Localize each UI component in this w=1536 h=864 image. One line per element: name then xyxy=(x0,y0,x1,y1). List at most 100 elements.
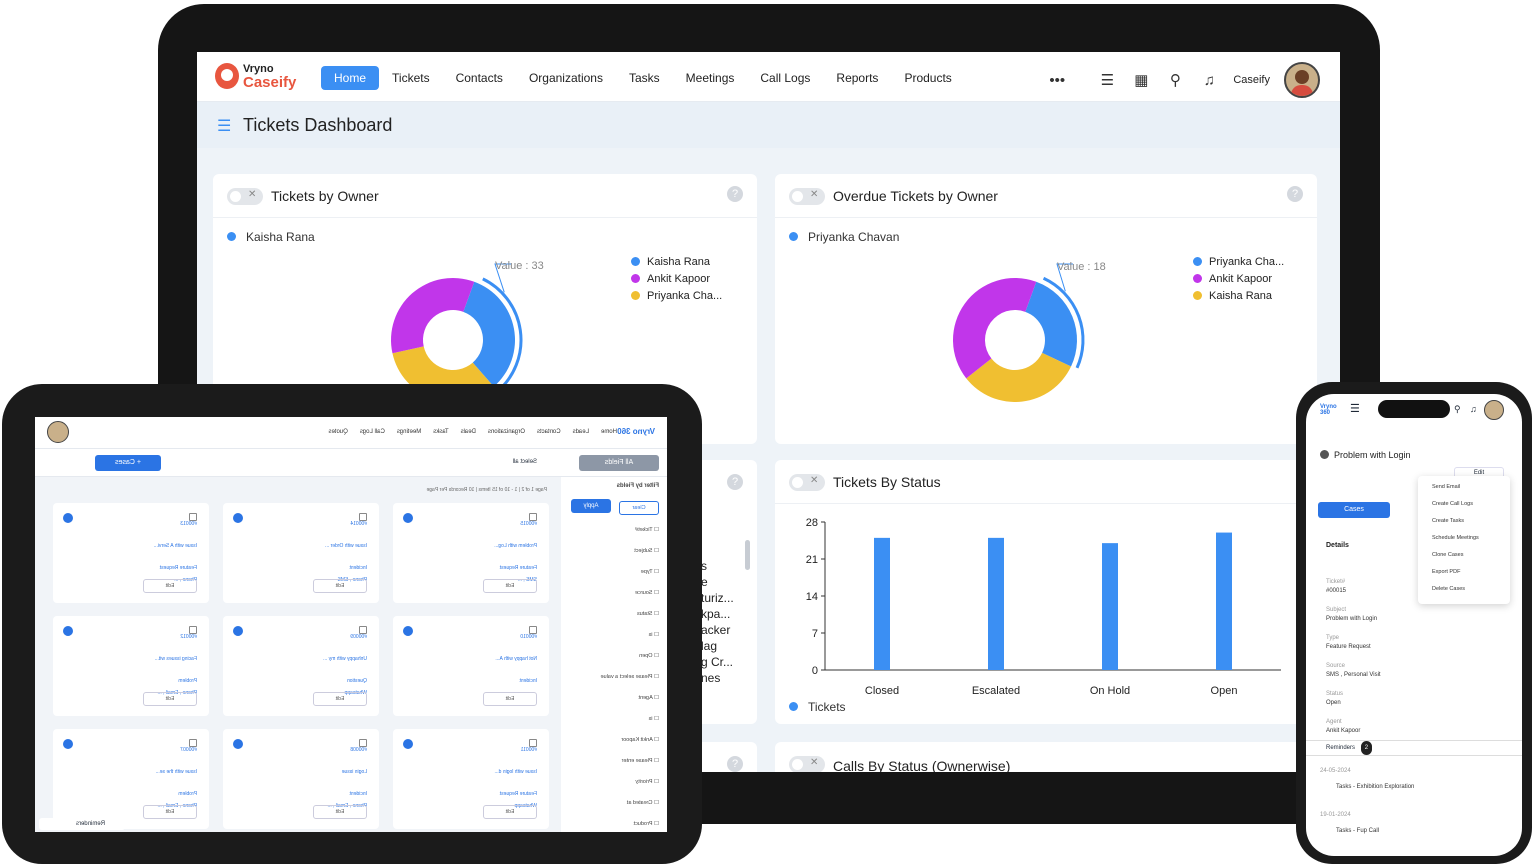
donut-slice[interactable] xyxy=(1025,281,1077,367)
legend-item[interactable]: Ankit Kapoor xyxy=(631,271,722,288)
back-icon[interactable] xyxy=(1320,450,1329,459)
apply-button[interactable]: Apply xyxy=(571,499,611,513)
card-status-icon[interactable] xyxy=(63,513,73,523)
donut-slice[interactable] xyxy=(391,278,475,354)
card-toggle[interactable] xyxy=(789,474,825,491)
donut-slice[interactable] xyxy=(463,281,515,387)
tablet-nav-item[interactable]: Quotes xyxy=(328,429,348,435)
card-checkbox[interactable] xyxy=(359,626,367,634)
reminder-item[interactable]: Tasks - Exhibition Exploration xyxy=(1336,784,1415,790)
card-checkbox[interactable] xyxy=(529,513,537,521)
partial-list-item[interactable]: g Cr... xyxy=(701,655,734,669)
card-toggle[interactable] xyxy=(789,756,825,772)
help-icon[interactable]: ? xyxy=(727,474,743,490)
status-bar[interactable] xyxy=(1102,543,1118,670)
partial-list-item[interactable]: kpa... xyxy=(701,607,731,621)
tablet-nav-item[interactable]: Meetings xyxy=(396,429,422,435)
cases-button[interactable]: Cases xyxy=(1318,502,1390,518)
legend-item[interactable]: Ankit Kapoor xyxy=(1193,271,1284,288)
filter-field[interactable]: ☐ Status xyxy=(636,611,659,617)
legend-item[interactable]: Kaisha Rana xyxy=(1193,288,1284,305)
reminders-bar[interactable]: Reminders xyxy=(39,818,125,830)
tablet-nav-item[interactable]: Deals xyxy=(460,429,476,435)
reminders-header[interactable]: Reminders 2 xyxy=(1306,740,1522,756)
ticket-card[interactable]: #00013 Issue with A Servi... Feature Reque… xyxy=(53,503,209,603)
card-edit-button[interactable]: Edit xyxy=(143,579,197,593)
filter-field[interactable]: ☐ Ankit Kapoor xyxy=(621,737,659,743)
all-fields-button[interactable]: All Fields xyxy=(579,455,659,471)
select-all[interactable]: Select all xyxy=(512,459,537,465)
bell-icon[interactable]: ♫ xyxy=(1203,71,1215,89)
nav-contacts[interactable]: Contacts xyxy=(455,71,503,85)
card-edit-button[interactable]: Edit xyxy=(313,579,367,593)
tablet-avatar[interactable] xyxy=(47,421,69,443)
more-icon[interactable]: ••• xyxy=(1049,71,1066,89)
card-edit-button[interactable]: Edit xyxy=(143,692,197,706)
phone-menu-icon[interactable]: ☰ xyxy=(1350,403,1360,415)
card-status-icon[interactable] xyxy=(403,626,413,636)
filter-field[interactable]: ☐ Created at xyxy=(626,800,659,806)
add-list-icon[interactable]: ☰ xyxy=(1100,72,1115,89)
legend-item[interactable]: Priyanka Cha... xyxy=(631,288,722,305)
action-menu-item[interactable]: Send Email xyxy=(1432,484,1461,490)
status-bar[interactable] xyxy=(988,537,1004,670)
nav-meetings[interactable]: Meetings xyxy=(685,71,735,85)
ticket-card[interactable]: #00014 Issue with Order ... Incident Phone … xyxy=(223,503,379,603)
filter-field[interactable]: ☐ Please select a value xyxy=(600,674,659,680)
nav-home[interactable]: Home xyxy=(321,66,380,90)
card-toggle[interactable] xyxy=(227,188,263,205)
phone-search-icon[interactable]: ⚲ xyxy=(1454,404,1461,414)
card-edit-button[interactable]: Edit xyxy=(483,579,537,593)
collapse-sidebar-icon[interactable]: ☰ xyxy=(217,118,232,135)
filter-field[interactable]: ☐ Open xyxy=(639,653,659,659)
card-edit-button[interactable]: Edit xyxy=(483,692,537,706)
caseify-logo[interactable]: Vryno Caseify xyxy=(215,61,305,95)
nav-organizations[interactable]: Organizations xyxy=(528,71,603,85)
phone-avatar[interactable] xyxy=(1484,400,1504,420)
card-edit-button[interactable]: Edit xyxy=(313,805,367,819)
filter-field[interactable]: ☐ Type xyxy=(640,569,659,575)
avatar[interactable] xyxy=(1284,62,1320,98)
help-icon[interactable]: ? xyxy=(727,756,743,772)
search-icon[interactable]: ⚲ xyxy=(1169,72,1181,89)
reminder-item[interactable]: Tasks - Fup Call xyxy=(1336,828,1380,834)
card-status-icon[interactable] xyxy=(233,513,243,523)
ticket-card[interactable]: #00007 Issue with the se... Problem Phone ,… xyxy=(53,729,209,829)
phone-bell-icon[interactable]: ♫ xyxy=(1470,404,1477,414)
card-status-icon[interactable] xyxy=(63,739,73,749)
tablet-nav-item[interactable]: Organizations xyxy=(487,429,525,435)
card-checkbox[interactable] xyxy=(529,739,537,747)
action-menu-item[interactable]: Export PDF xyxy=(1432,569,1461,575)
filter-field[interactable]: ☐ is xyxy=(648,632,659,638)
help-icon[interactable]: ? xyxy=(1287,186,1303,202)
card-toggle[interactable] xyxy=(789,188,825,205)
scrollbar[interactable] xyxy=(745,540,750,570)
nav-reports[interactable]: Reports xyxy=(836,71,879,85)
filter-field[interactable]: ☐ Ticket# xyxy=(635,527,659,533)
card-checkbox[interactable] xyxy=(189,626,197,634)
card-status-icon[interactable] xyxy=(233,739,243,749)
filter-field[interactable]: ☐ Priority xyxy=(635,779,659,785)
legend-item[interactable]: Kaisha Rana xyxy=(631,254,722,271)
action-menu-item[interactable]: Schedule Meetings xyxy=(1432,535,1479,541)
card-edit-button[interactable]: Edit xyxy=(143,805,197,819)
donut-slice[interactable] xyxy=(953,278,1037,379)
ticket-card[interactable]: #00012 Facing issues wit... Problem Phone ,… xyxy=(53,616,209,716)
tablet-nav-item[interactable]: Home xyxy=(600,429,617,435)
help-icon[interactable]: ? xyxy=(727,186,743,202)
calendar-icon[interactable]: ▦ xyxy=(1134,72,1149,89)
card-edit-button[interactable]: Edit xyxy=(483,805,537,819)
card-checkbox[interactable] xyxy=(189,513,197,521)
ticket-card[interactable]: #00015 Problem with Log... Feature Request… xyxy=(393,503,549,603)
card-checkbox[interactable] xyxy=(189,739,197,747)
tablet-nav-item[interactable]: Tasks xyxy=(433,429,449,435)
tablet-nav-item[interactable]: Contacts xyxy=(536,429,561,435)
legend-item[interactable]: Priyanka Cha... xyxy=(1193,254,1284,271)
filter-field[interactable]: ☐ Please enter xyxy=(621,758,659,764)
partial-list-item[interactable]: s xyxy=(701,559,707,573)
clear-button[interactable]: Clear xyxy=(619,501,659,515)
partial-list-item[interactable]: acker xyxy=(701,623,731,637)
tablet-nav-item[interactable]: Leads xyxy=(572,429,589,435)
card-status-icon[interactable] xyxy=(233,626,243,636)
ticket-card[interactable]: #00010 Not happy with A... Incident Edit xyxy=(393,616,549,716)
